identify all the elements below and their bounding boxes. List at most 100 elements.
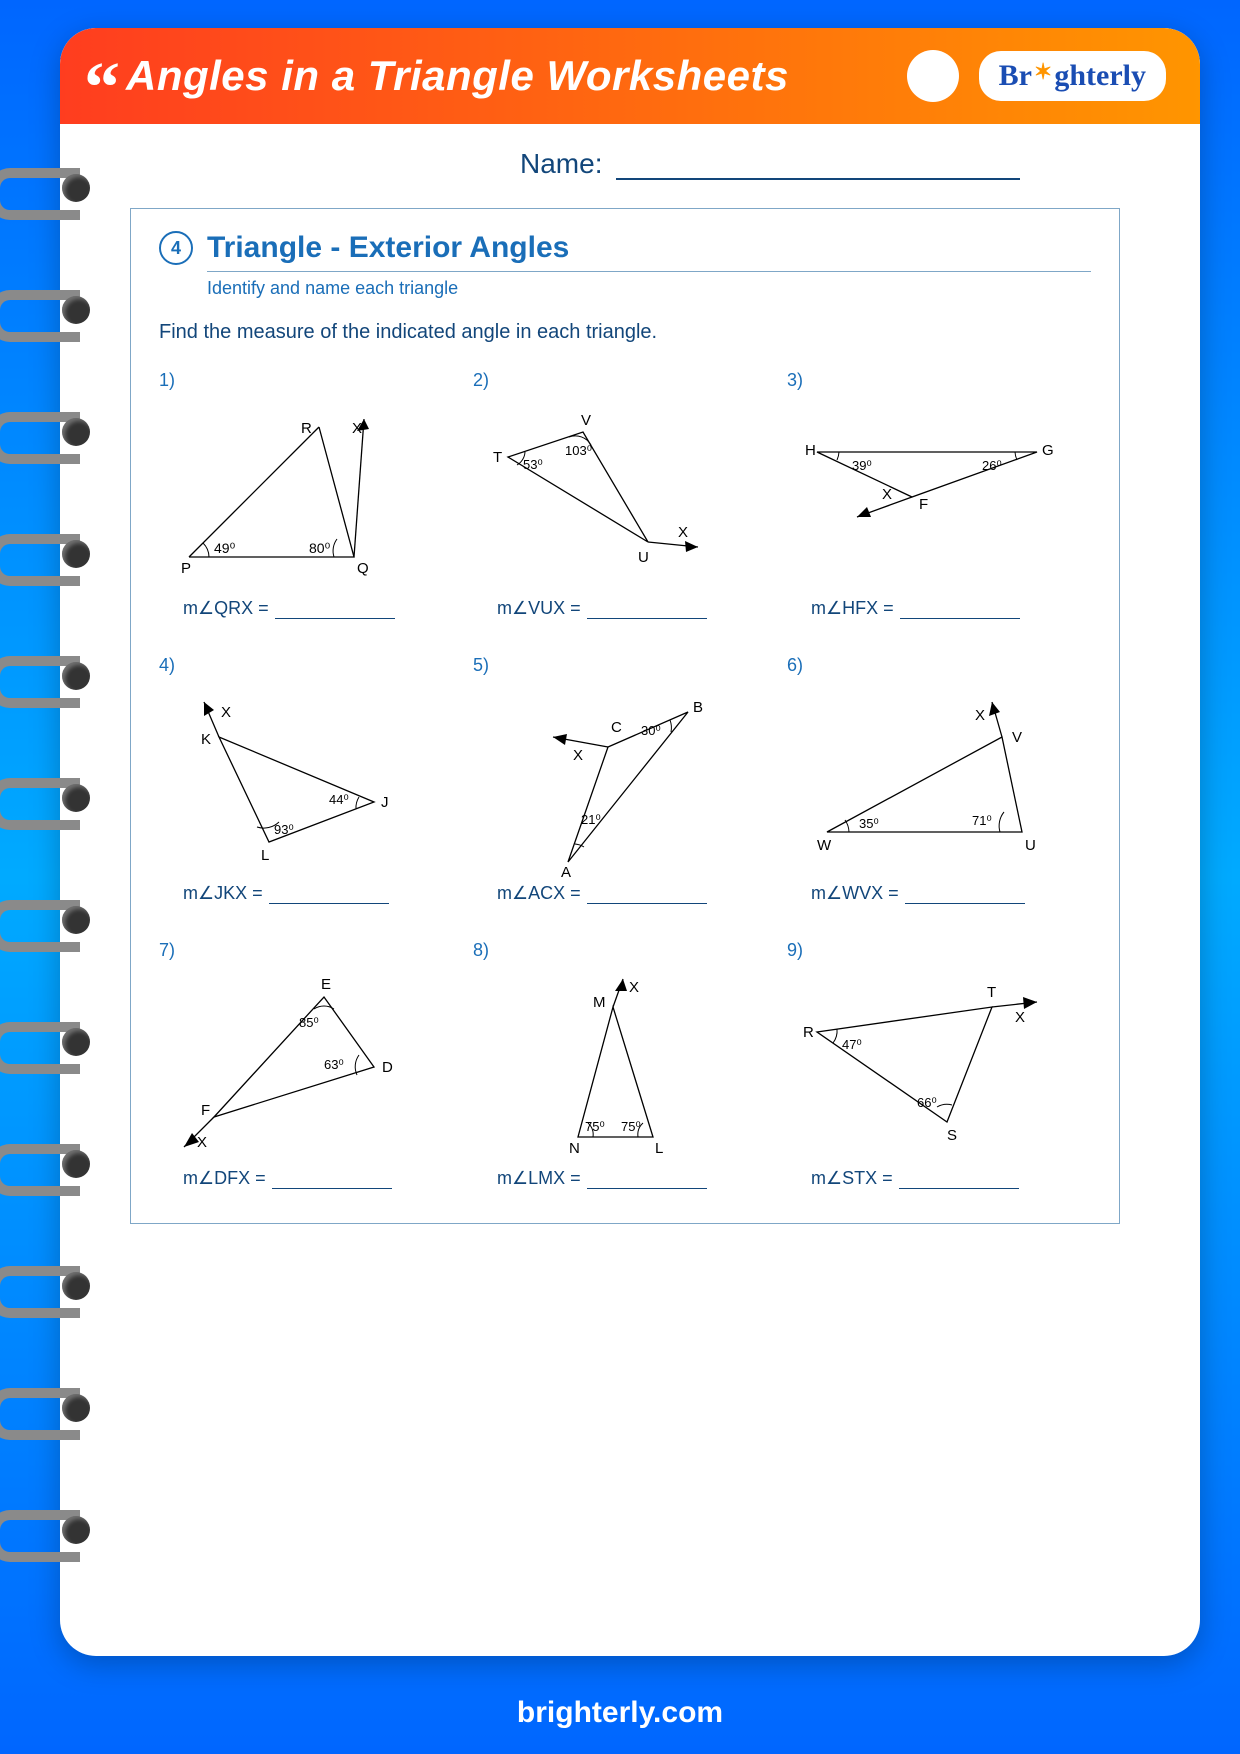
svg-text:R: R — [301, 420, 312, 437]
problem-number: 7) — [159, 940, 463, 961]
answer-blank[interactable] — [899, 1187, 1019, 1189]
svg-text:X: X — [975, 707, 985, 724]
svg-text:R: R — [803, 1024, 814, 1041]
svg-text:T: T — [493, 449, 502, 466]
svg-text:85⁰: 85⁰ — [299, 1015, 319, 1030]
svg-text:K: K — [201, 731, 211, 748]
svg-text:30⁰: 30⁰ — [641, 723, 661, 738]
svg-text:S: S — [947, 1127, 957, 1144]
figure-2: 103⁰ 53⁰ T V U X — [473, 397, 777, 592]
answer-8: m∠LMX = — [497, 1168, 777, 1189]
svg-text:53⁰: 53⁰ — [523, 457, 543, 472]
answer-blank[interactable] — [269, 902, 389, 904]
svg-text:U: U — [1025, 837, 1036, 854]
svg-text:E: E — [321, 976, 331, 993]
answer-label: m∠WVX = — [811, 883, 899, 904]
logo-star-icon: ✶ — [1034, 59, 1052, 85]
svg-text:93⁰: 93⁰ — [274, 822, 294, 837]
section-divider — [207, 271, 1091, 272]
section-heading: 4 Triangle - Exterior Angles — [159, 231, 1091, 265]
svg-text:44⁰: 44⁰ — [329, 792, 349, 807]
problem-number: 5) — [473, 655, 777, 676]
svg-text:B: B — [693, 699, 703, 716]
decorative-circle — [907, 50, 959, 102]
svg-text:U: U — [638, 549, 649, 566]
problem-1: 1) 49⁰ 80⁰ P Q R X — [159, 370, 463, 619]
svg-text:W: W — [817, 837, 832, 854]
answer-4: m∠JKX = — [183, 883, 463, 904]
svg-text:J: J — [381, 794, 389, 811]
figure-5: 30⁰ 21⁰ A B C X — [473, 682, 777, 877]
answer-blank[interactable] — [275, 617, 395, 619]
answer-blank[interactable] — [587, 1187, 707, 1189]
figure-8: 75⁰ 75⁰ M N L X — [473, 967, 777, 1162]
problem-number: 2) — [473, 370, 777, 391]
svg-text:F: F — [919, 496, 928, 513]
answer-label: m∠LMX = — [497, 1168, 581, 1189]
svg-text:103⁰: 103⁰ — [565, 443, 592, 458]
answer-label: m∠JKX = — [183, 883, 263, 904]
answer-label: m∠HFX = — [811, 598, 894, 619]
answer-1: m∠QRX = — [183, 598, 463, 619]
svg-text:X: X — [197, 1134, 207, 1151]
worksheet-body: 4 Triangle - Exterior Angles Identify an… — [130, 208, 1120, 1224]
figure-7: 85⁰ 63⁰ E D F X — [159, 967, 463, 1162]
svg-text:49⁰: 49⁰ — [214, 540, 236, 556]
problem-number: 4) — [159, 655, 463, 676]
answer-blank[interactable] — [272, 1187, 392, 1189]
section-title: Triangle - Exterior Angles — [207, 231, 569, 265]
answer-label: m∠DFX = — [183, 1168, 266, 1189]
worksheet-title: Angles in a Triangle Worksheets — [126, 52, 907, 100]
svg-text:63⁰: 63⁰ — [324, 1057, 344, 1072]
answer-blank[interactable] — [587, 617, 707, 619]
svg-text:D: D — [382, 1059, 393, 1076]
figure-1: 49⁰ 80⁰ P Q R X — [159, 397, 463, 592]
answer-label: m∠ACX = — [497, 883, 581, 904]
svg-text:M: M — [593, 994, 606, 1011]
answer-9: m∠STX = — [811, 1168, 1091, 1189]
problem-4: 4) 93⁰ 44⁰ K L J X — [159, 655, 463, 904]
svg-text:X: X — [882, 486, 892, 503]
svg-text:G: G — [1042, 442, 1054, 459]
problem-2: 2) 103⁰ 53⁰ T V U X — [473, 370, 777, 619]
name-field-row: Name: — [60, 124, 1200, 190]
answer-blank[interactable] — [905, 902, 1025, 904]
answer-3: m∠HFX = — [811, 598, 1091, 619]
name-label: Name: — [520, 148, 602, 180]
svg-text:X: X — [352, 420, 362, 437]
problem-number: 1) — [159, 370, 463, 391]
brighterly-logo: Br✶ghterly — [979, 51, 1166, 101]
figure-3: 39⁰ 26⁰ H G F X — [787, 397, 1091, 592]
answer-blank[interactable] — [900, 617, 1020, 619]
section-number-badge: 4 — [159, 231, 193, 265]
svg-text:21⁰: 21⁰ — [581, 812, 601, 827]
figure-4: 93⁰ 44⁰ K L J X — [159, 682, 463, 877]
problem-9: 9) 47⁰ 66⁰ R S T X — [787, 940, 1091, 1189]
problem-number: 6) — [787, 655, 1091, 676]
footer-url: brighterly.com — [0, 1696, 1240, 1754]
header-bar: “ Angles in a Triangle Worksheets Br✶ght… — [60, 28, 1200, 124]
problem-7: 7) 85⁰ 63⁰ E D F X — [159, 940, 463, 1189]
instruction-text: Find the measure of the indicated angle … — [159, 321, 1091, 344]
answer-5: m∠ACX = — [497, 883, 777, 904]
svg-text:35⁰: 35⁰ — [859, 816, 879, 831]
svg-text:N: N — [569, 1140, 580, 1157]
svg-text:C: C — [611, 719, 622, 736]
svg-text:75⁰: 75⁰ — [621, 1119, 641, 1134]
svg-text:V: V — [581, 412, 591, 429]
answer-blank[interactable] — [587, 902, 707, 904]
svg-text:X: X — [221, 704, 231, 721]
svg-text:47⁰: 47⁰ — [842, 1037, 862, 1052]
figure-9: 47⁰ 66⁰ R S T X — [787, 967, 1091, 1162]
svg-text:P: P — [181, 560, 191, 577]
svg-text:H: H — [805, 442, 816, 459]
answer-2: m∠VUX = — [497, 598, 777, 619]
svg-text:X: X — [629, 979, 639, 996]
problem-number: 9) — [787, 940, 1091, 961]
answer-label: m∠VUX = — [497, 598, 581, 619]
name-input-line[interactable] — [616, 176, 1020, 180]
svg-text:L: L — [261, 847, 269, 864]
worksheet-page: “ Angles in a Triangle Worksheets Br✶ght… — [60, 28, 1200, 1656]
svg-text:26⁰: 26⁰ — [982, 458, 1002, 473]
problem-3: 3) 39⁰ 26⁰ H G F X — [787, 370, 1091, 619]
